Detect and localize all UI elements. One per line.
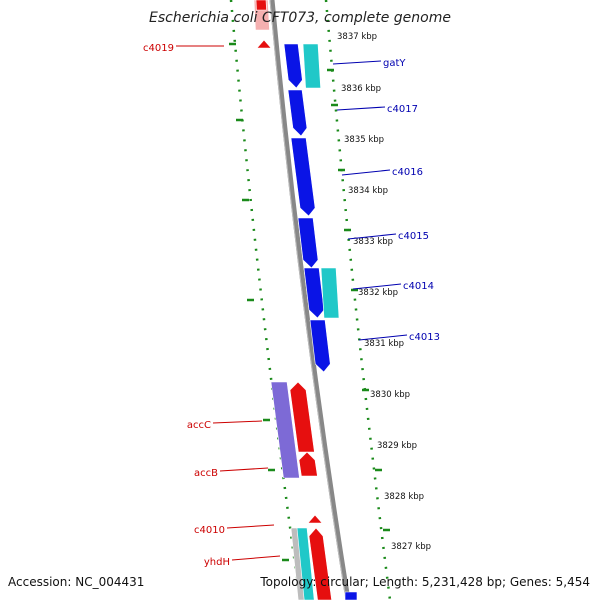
accession-info: Accession: NC_004431 xyxy=(8,575,144,589)
gene-label-leader xyxy=(212,420,263,424)
gene-yhdH-arrow xyxy=(308,527,332,600)
gene-c4014-block xyxy=(303,267,325,319)
tick-label: 3831 kbp xyxy=(364,339,404,349)
tick-label: 3829 kbp xyxy=(377,441,417,451)
accession-value: NC_004431 xyxy=(75,575,145,589)
gene-label-c4013: c4013 xyxy=(409,332,440,343)
tick-label: 3833 kbp xyxy=(353,237,393,247)
genome-title: Escherichia coli CFT073, complete genome xyxy=(149,10,451,26)
position-ticks: 3837 kbp 3836 kbp 3835 kbp 3834 kbp 3833 kbp… xyxy=(337,32,431,552)
gene-label-c4010: c4010 xyxy=(194,525,225,536)
gene-label-yhdH: yhdH xyxy=(204,557,230,568)
gene-label-leader xyxy=(347,233,397,240)
gene-label-leader xyxy=(341,169,391,176)
tick-label: 3834 kbp xyxy=(348,186,388,196)
gc-track-left xyxy=(229,0,302,600)
gene-label-leader xyxy=(332,60,382,65)
tick-label: 3837 kbp xyxy=(337,32,377,42)
gene-label-c4019: c4019 xyxy=(143,43,174,54)
genome-stats: Topology: circular; Length: 5,231,428 bp… xyxy=(260,575,590,589)
genes-value: 5,454 xyxy=(555,575,590,589)
gene-label-accB: accB xyxy=(194,468,218,479)
gene-label-leader xyxy=(219,467,269,472)
tick-label: 3828 kbp xyxy=(384,492,424,502)
gene-label-accC: accC xyxy=(187,420,211,431)
length-label: Length: xyxy=(372,575,419,589)
gene-label-c4016: c4016 xyxy=(392,167,423,178)
gc-track-right xyxy=(324,0,392,600)
gene-label-c4017: c4017 xyxy=(387,104,418,115)
tick-label: 3836 kbp xyxy=(341,84,381,94)
gene-label-leader xyxy=(352,283,402,290)
gene-gatY-rna xyxy=(302,43,321,89)
gene-bottom-block xyxy=(344,591,358,600)
gene-label-c4015: c4015 xyxy=(398,231,429,242)
gc-content-track xyxy=(229,0,392,600)
gene-c4013-block xyxy=(309,319,331,373)
genes-label: Genes: xyxy=(509,575,552,589)
gene-label-leader xyxy=(231,555,281,561)
gene-c4019-arrow xyxy=(256,39,272,49)
gene-label-c4014: c4014 xyxy=(403,281,434,292)
genome-backbone xyxy=(269,0,351,600)
gene-c4010-arrow xyxy=(307,514,323,524)
gene-c4016-block xyxy=(290,137,316,217)
tick-label: 3832 kbp xyxy=(358,288,398,298)
length-value: 5,231,428 bp xyxy=(421,575,502,589)
gene-c4019-top xyxy=(255,0,267,11)
gene-accB-arrow xyxy=(298,451,318,477)
topology-value: circular xyxy=(320,575,365,589)
gene-accC-block xyxy=(270,381,300,479)
gene-c4014-rna xyxy=(320,267,340,319)
tick-label: 3827 kbp xyxy=(391,542,431,552)
gene-yhdH-rna xyxy=(296,527,315,600)
tick-label: 3835 kbp xyxy=(344,135,384,145)
topology-label: Topology: xyxy=(260,575,317,589)
gene-c4015-block xyxy=(297,217,319,269)
gene-gatY-block xyxy=(283,43,303,89)
tick-label: 3830 kbp xyxy=(370,390,410,400)
gene-label-gatY: gatY xyxy=(383,58,406,69)
gene-features xyxy=(253,0,358,600)
accession-label: Accession: xyxy=(8,575,72,589)
gene-accC-arrow xyxy=(289,381,315,453)
gene-label-leader xyxy=(336,106,386,111)
gene-label-leader xyxy=(358,334,408,341)
gene-c4017-block xyxy=(287,89,308,137)
gene-labels: gatY c4017 c4016 c4015 c4014 c4013 c4019 accC ac… xyxy=(143,43,440,568)
gene-label-leader xyxy=(226,524,275,529)
